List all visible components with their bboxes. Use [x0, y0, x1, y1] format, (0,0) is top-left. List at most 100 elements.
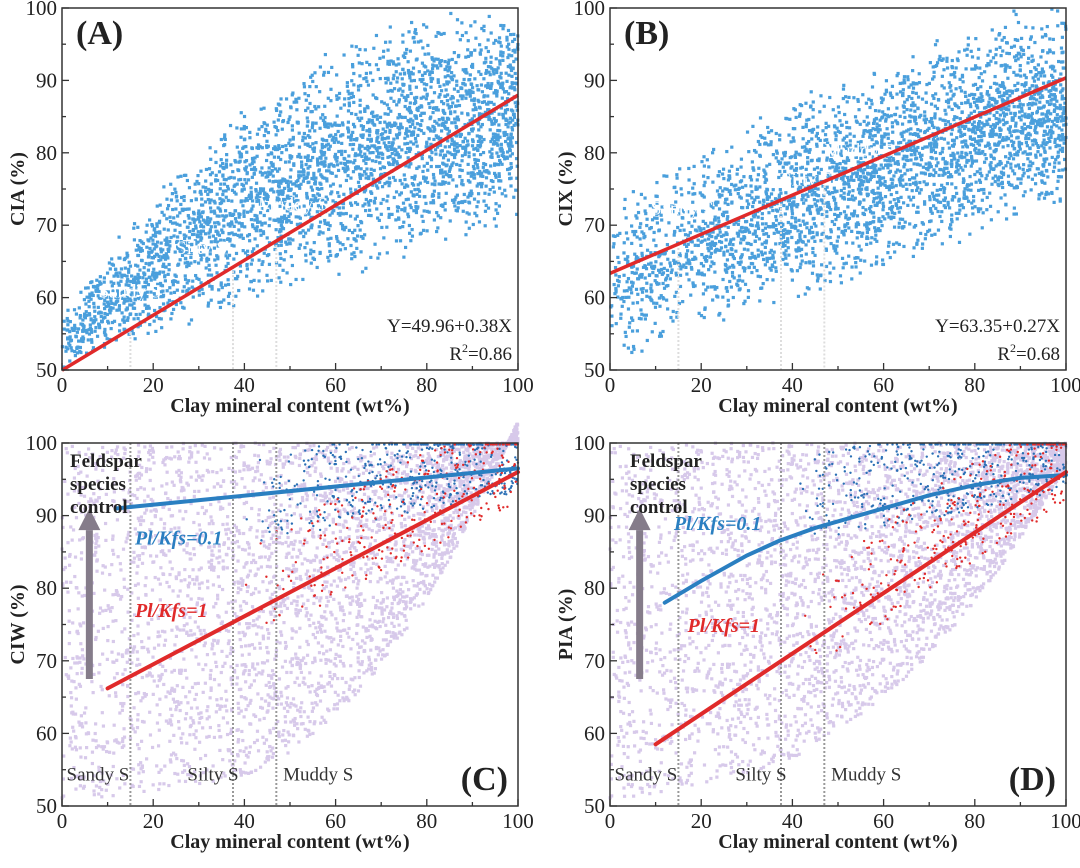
data-point	[253, 213, 257, 218]
data-point	[364, 71, 369, 76]
data-point	[294, 194, 298, 198]
data-point	[883, 158, 887, 162]
data-point	[637, 316, 641, 321]
data-point	[376, 216, 380, 220]
data-point	[749, 178, 754, 182]
data-point	[116, 291, 121, 296]
data-point	[352, 83, 356, 87]
data-point	[940, 150, 944, 154]
data-point	[394, 239, 399, 243]
data-point	[1020, 48, 1024, 52]
data-point	[475, 163, 479, 167]
data-point	[430, 70, 434, 75]
data-point	[180, 207, 184, 211]
data-point	[134, 291, 138, 295]
data-point	[122, 315, 126, 319]
data-point	[472, 167, 476, 171]
data-point	[908, 222, 912, 226]
data-point	[403, 209, 407, 213]
data-point	[901, 81, 905, 85]
data-point	[148, 275, 152, 279]
data-point	[959, 166, 963, 170]
data-point	[157, 219, 162, 223]
data-point	[146, 255, 151, 259]
data-point	[1055, 113, 1059, 117]
data-point	[245, 198, 249, 202]
y-axis-label: CIA (%)	[7, 152, 29, 226]
data-point	[836, 129, 840, 134]
data-point	[365, 129, 369, 133]
data-point	[825, 138, 829, 142]
data-point	[249, 217, 254, 222]
data-point	[194, 226, 198, 230]
data-point	[803, 292, 807, 296]
data-point	[916, 127, 920, 132]
data-point	[861, 205, 865, 210]
data-point	[730, 182, 734, 187]
data-point	[226, 282, 231, 287]
data-point	[842, 186, 846, 190]
data-point	[1014, 12, 1018, 17]
data-point	[97, 324, 101, 328]
data-point	[950, 158, 954, 163]
data-point	[902, 154, 906, 158]
x-axis-label: Clay mineral content (wt%)	[170, 395, 409, 417]
data-point	[297, 152, 301, 157]
data-point	[991, 56, 996, 60]
data-point	[76, 327, 81, 331]
data-point	[317, 187, 321, 191]
data-point	[952, 117, 956, 122]
data-point	[266, 153, 270, 157]
data-point	[893, 211, 897, 216]
data-point	[736, 283, 740, 288]
data-point	[1023, 112, 1027, 116]
data-point	[321, 118, 325, 123]
data-point	[997, 33, 1001, 37]
data-point	[457, 103, 462, 108]
data-point	[246, 253, 250, 258]
data-point	[253, 156, 257, 160]
data-point	[425, 161, 429, 165]
data-point	[235, 277, 239, 281]
data-point	[495, 92, 499, 96]
data-point	[357, 184, 361, 189]
data-point	[370, 173, 374, 177]
data-point	[312, 171, 316, 176]
data-point	[1005, 135, 1009, 139]
data-point	[256, 194, 260, 198]
data-point	[201, 210, 205, 214]
data-point	[680, 223, 684, 227]
data-point	[989, 161, 993, 165]
data-point	[147, 306, 151, 310]
data-point	[845, 155, 850, 159]
data-point	[1025, 144, 1029, 148]
data-point	[126, 296, 130, 300]
data-point	[199, 281, 203, 285]
data-point	[425, 83, 429, 87]
data-point	[860, 183, 865, 187]
data-point	[354, 152, 358, 156]
data-point	[422, 209, 426, 213]
data-point	[718, 230, 722, 234]
data-point	[404, 164, 408, 168]
data-point	[173, 228, 177, 232]
data-point	[790, 209, 794, 213]
data-point	[222, 177, 226, 182]
data-point	[443, 170, 447, 174]
data-point	[213, 221, 217, 225]
data-point	[636, 292, 640, 296]
data-point	[287, 160, 291, 164]
data-point	[436, 108, 440, 112]
data-point	[793, 153, 797, 157]
data-point	[464, 70, 468, 75]
data-point	[173, 221, 177, 225]
data-point	[327, 244, 331, 248]
data-point	[478, 169, 482, 174]
data-point	[430, 67, 435, 71]
data-point	[794, 220, 798, 224]
data-point	[279, 217, 283, 221]
data-point	[280, 200, 285, 205]
data-point	[478, 145, 482, 149]
data-point	[713, 215, 717, 219]
data-point	[308, 129, 312, 133]
